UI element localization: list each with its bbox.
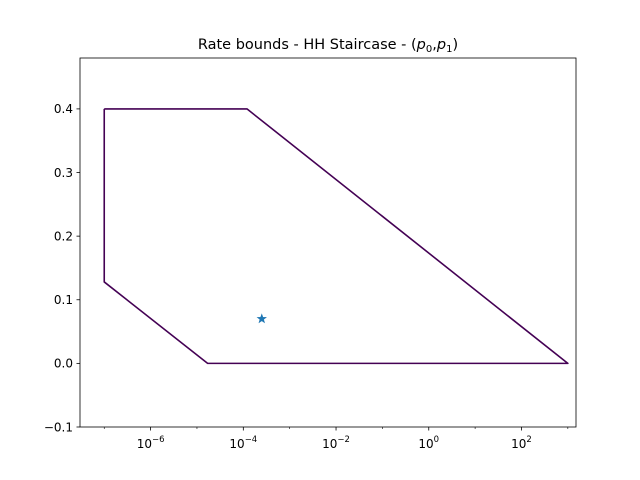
y-tick-label-2: 0.1 [54,293,73,307]
chart-title-sub0: 0 [426,44,432,55]
chart-title-sep: , [432,37,437,53]
axes-layer: −0.1 0.0 0.1 0.2 0.3 0.4 10−6 10−4 10−2 100 102 [44,57,577,451]
x-tick-label-1: 10−4 [229,435,257,451]
y-tick-label-4: 0.3 [54,166,73,180]
chart-title-prefix: Rate bounds - HH Staircase - ( [198,37,417,53]
series-line-0 [103,108,569,365]
chart-title-var1: p [436,37,446,53]
y-tick-label-0: −0.1 [44,420,73,434]
axes-frame [79,57,577,428]
series-layer [103,108,569,365]
chart-title-suffix: ) [452,37,458,53]
x-tick-label-2: 10−2 [322,435,350,451]
chart-title: Rate bounds - HH Staircase - (p0,p1) [198,37,458,55]
x-tick-label-0: 10−6 [137,435,165,451]
y-tick-label-1: 0.0 [54,357,73,371]
y-tick-label-5: 0.4 [54,102,73,116]
star-marker-0 [256,313,267,324]
x-tick-label-4: 102 [511,435,532,451]
chart-title-var0: p [416,37,426,53]
x-tick-label-3: 100 [418,435,439,451]
y-tick-label-3: 0.2 [54,229,73,243]
chart-title-sub1: 1 [446,44,452,55]
